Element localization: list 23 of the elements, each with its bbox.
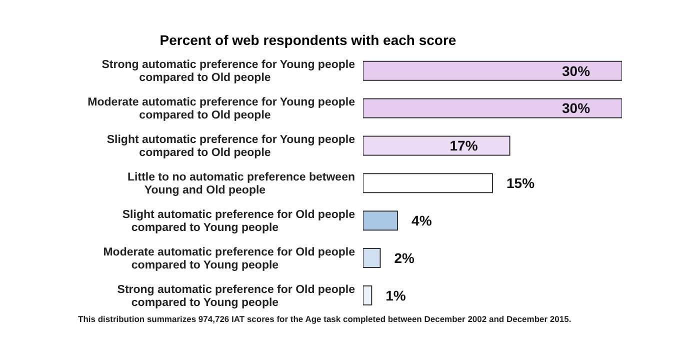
- y-tick-label: Strong automatic preference for Young people compared to Old people: [102, 59, 355, 84]
- data-label: 30%: [562, 62, 591, 79]
- y-tick-label: Slight automatic preference for Old people compared to Young people: [122, 208, 355, 234]
- bar: [363, 285, 372, 306]
- annotation: This distribution summarizes 974,726 IAT scores for the Age task completed between December 2002 and December 2015.: [78, 314, 572, 324]
- data-label: 17%: [450, 138, 478, 154]
- y-tick-label: Little to no automatic preference between Young and Old people: [128, 172, 355, 197]
- data-label: 30%: [562, 100, 591, 116]
- data-label: 15%: [506, 175, 536, 192]
- bar: [363, 60, 622, 81]
- bar: [363, 248, 381, 268]
- data-label: 1%: [386, 287, 406, 304]
- data-label: 4%: [412, 212, 432, 228]
- y-tick-label: Moderate automatic preference for Young people compared to Old people: [88, 96, 355, 122]
- bar: [363, 173, 493, 194]
- bar: [363, 136, 510, 156]
- y-tick-label: Strong automatic preference for Old people compared to Young people: [117, 284, 355, 309]
- bar: [363, 210, 398, 231]
- chart-title: Percent of web respondents with each score: [158, 32, 458, 48]
- bar: [363, 98, 622, 118]
- y-tick-label: Moderate automatic preference for Old people compared to Young people: [103, 246, 355, 272]
- y-tick-label: Slight automatic preference for Young people compared to Old people: [106, 134, 355, 160]
- data-label: 2%: [394, 250, 416, 266]
